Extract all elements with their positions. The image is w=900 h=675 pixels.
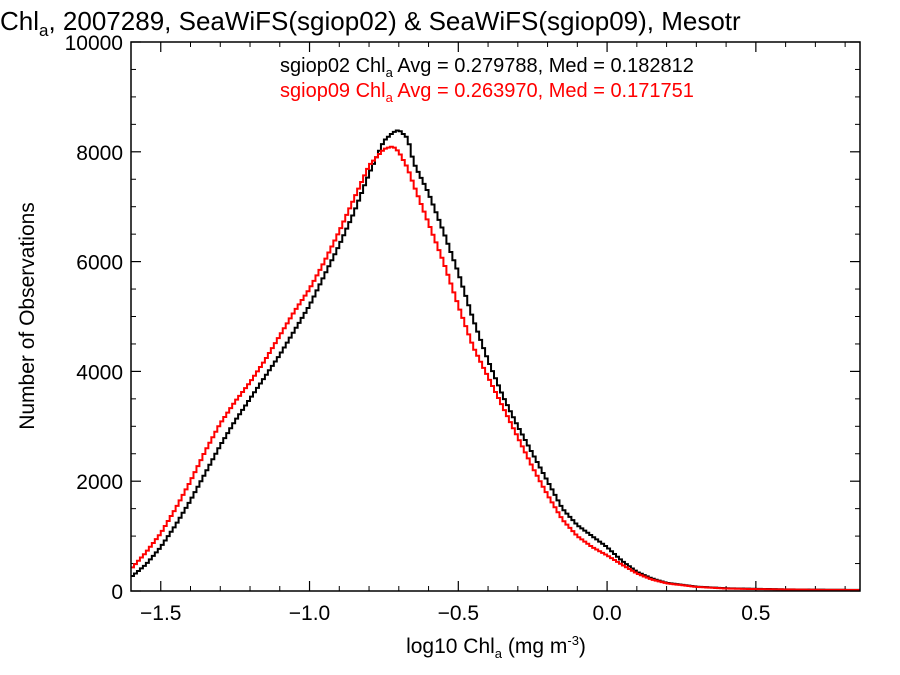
legend-entry-sgiop02: sgiop02 Chla Avg = 0.279788, Med = 0.182… bbox=[280, 55, 694, 80]
y-tick-label: 10000 bbox=[65, 32, 123, 55]
series-line-0 bbox=[131, 129, 860, 591]
series-line-1 bbox=[131, 145, 860, 592]
x-axis-label: log10 Chla (mg m-3) bbox=[406, 633, 586, 661]
x-tick-label: −0.5 bbox=[438, 602, 479, 625]
x-tick-label: −1.5 bbox=[140, 602, 181, 625]
y-tick-label: 8000 bbox=[76, 142, 123, 165]
x-tick-label: −1.0 bbox=[289, 602, 330, 625]
y-tick-label: 2000 bbox=[76, 471, 123, 494]
axis-ticks: −1.5 −1.0 −0.5 0.0 0.5 0 2000 4000 6000 8000 10000 bbox=[65, 32, 860, 625]
x-tick-label: 0.5 bbox=[741, 602, 770, 625]
y-tick-label: 4000 bbox=[76, 361, 123, 384]
plot-frame bbox=[130, 41, 861, 592]
y-axis-label: Number of Observations bbox=[16, 202, 39, 430]
legend-entry-sgiop09: sgiop09 Chla Avg = 0.263970, Med = 0.171… bbox=[280, 80, 694, 105]
chart-title: Chla, 2007289, SeaWiFS(sgiop02) & SeaWiF… bbox=[0, 6, 741, 40]
y-tick-label: 6000 bbox=[76, 252, 123, 275]
y-tick-label: 0 bbox=[111, 581, 123, 604]
x-tick-label: 0.0 bbox=[592, 602, 621, 625]
data-series bbox=[131, 129, 860, 592]
